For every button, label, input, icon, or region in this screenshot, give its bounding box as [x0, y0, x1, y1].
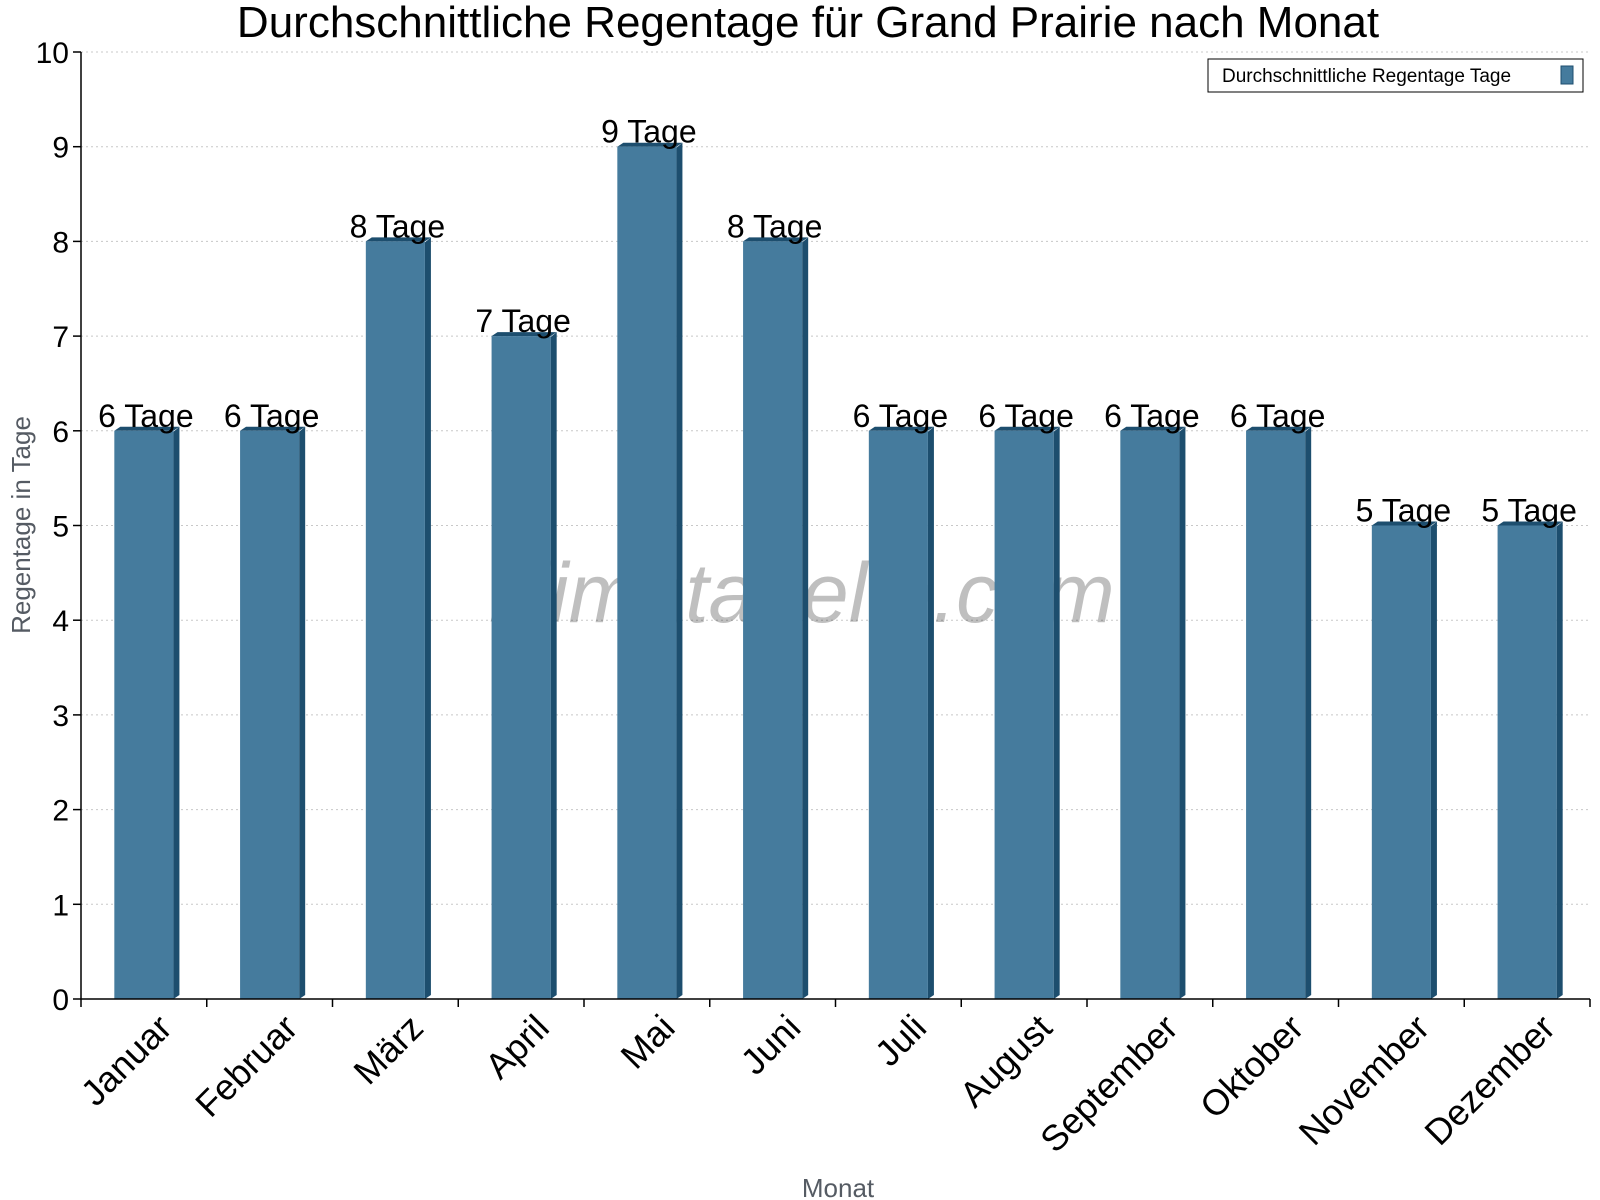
bar-side [1430, 521, 1437, 999]
bar-front [743, 241, 803, 999]
data-label: 9 Tage [601, 114, 697, 150]
bar-top [743, 237, 809, 242]
bar-front [994, 430, 1054, 999]
x-tick-label: Oktober [1192, 1007, 1312, 1127]
x-tick-label: Dezember [1416, 1007, 1562, 1153]
y-tick-label: 7 [52, 321, 69, 354]
x-tick-labels: Januar Februar März April Mai Juni Juli AugustS… [73, 999, 1591, 1161]
bar-side [299, 426, 306, 999]
bar-top [1120, 426, 1186, 431]
legend-label: Durchschnittliche Regentage Tage [1222, 66, 1511, 87]
bar-märz: 8 Tage [350, 208, 446, 999]
bar-februar: 6 Tage [224, 398, 320, 999]
bar-side [173, 426, 180, 999]
y-tick-label: 8 [52, 226, 69, 259]
x-tick-label: Januar [73, 1007, 180, 1114]
x-tick-label: Mai [613, 1007, 683, 1077]
data-label: 6 Tage [853, 398, 949, 434]
data-label: 5 Tage [1481, 493, 1577, 529]
bar-top [1497, 521, 1563, 526]
chart-title: Durchschnittliche Regentage für Grand Pr… [237, 0, 1379, 47]
bar-side [550, 332, 557, 1000]
x-tick-label: März [345, 1007, 431, 1093]
bar-top [365, 237, 431, 242]
y-tick-label: 9 [52, 132, 69, 165]
bar-front [1246, 430, 1306, 999]
bar-side [1053, 426, 1060, 999]
x-tick-label: Juni [733, 1007, 809, 1083]
bar-front [1371, 525, 1431, 999]
x-tick-label: Juli [867, 1007, 934, 1074]
bar-top [994, 426, 1060, 431]
bar-front [114, 430, 174, 999]
bar-side [1305, 426, 1312, 999]
x-tick-label: Februar [187, 1007, 305, 1125]
data-label: 8 Tage [350, 208, 446, 244]
y-tick-label: 10 [36, 37, 69, 70]
bar-side [424, 237, 431, 999]
bar-dezember: 5 Tage [1481, 493, 1577, 999]
bar-august: 6 Tage [978, 398, 1074, 999]
x-tick-label: September [1032, 1007, 1186, 1161]
bar-juni: 8 Tage [727, 208, 823, 999]
x-tick-label: November [1291, 1007, 1437, 1153]
y-tick-label: 0 [52, 984, 69, 1017]
bar-november: 5 Tage [1356, 493, 1452, 999]
grid-lines [81, 51, 1590, 905]
y-tick-label: 1 [52, 889, 69, 922]
bar-top [491, 332, 557, 337]
y-tick-label: 5 [52, 511, 69, 544]
bar-front [240, 430, 300, 999]
bar-januar: 6 Tage [98, 398, 194, 999]
bar-front [365, 241, 425, 999]
bar-april: 7 Tage [475, 303, 571, 1000]
y-tick-label: 4 [52, 605, 69, 638]
bars: 6 Tage 6 Tage 8 Tage 7 Tage 9 Tage 8 Tage 6 Ta… [98, 114, 1577, 1000]
bar-mai: 9 Tage [601, 114, 697, 999]
data-label: 6 Tage [224, 398, 320, 434]
bar-front [868, 430, 928, 999]
x-axis-title: Monat [802, 1173, 875, 1200]
bar-oktober: 6 Tage [1230, 398, 1326, 999]
bar-top [617, 142, 683, 147]
bar-front [1497, 525, 1557, 999]
bar-side [927, 426, 934, 999]
bar-top [240, 426, 306, 431]
bar-top [868, 426, 934, 431]
y-axis-title: Regentage in Tage [6, 416, 36, 634]
bar-juli: 6 Tage [853, 398, 949, 999]
x-tick-label: August [952, 1007, 1060, 1115]
legend-swatch [1560, 65, 1574, 85]
bar-top [114, 426, 180, 431]
bar-september: 6 Tage [1104, 398, 1200, 999]
legend: Durchschnittliche Regentage Tage [1207, 58, 1584, 93]
data-label: 6 Tage [978, 398, 1074, 434]
data-label: 8 Tage [727, 208, 823, 244]
x-tick-label: April [477, 1007, 557, 1087]
bar-top [1371, 521, 1437, 526]
bar-front [491, 336, 551, 1000]
bar-top [1246, 426, 1312, 431]
y-tick-labels: 0 1 2 3 4 5 6 7 8 9 10 [36, 37, 81, 1017]
y-tick-label: 6 [52, 416, 69, 449]
legend-box [1207, 58, 1584, 93]
data-label: 7 Tage [475, 303, 571, 339]
data-label: 6 Tage [1230, 398, 1326, 434]
bar-side [1556, 521, 1563, 999]
data-label: 6 Tage [98, 398, 194, 434]
bar-side [802, 237, 809, 999]
data-label: 6 Tage [1104, 398, 1200, 434]
bar-front [617, 146, 677, 999]
bar-side [676, 142, 683, 999]
y-tick-label: 2 [52, 795, 69, 828]
bar-side [1179, 426, 1186, 999]
data-label: 5 Tage [1356, 493, 1452, 529]
y-tick-label: 3 [52, 700, 69, 733]
bar-front [1120, 430, 1180, 999]
